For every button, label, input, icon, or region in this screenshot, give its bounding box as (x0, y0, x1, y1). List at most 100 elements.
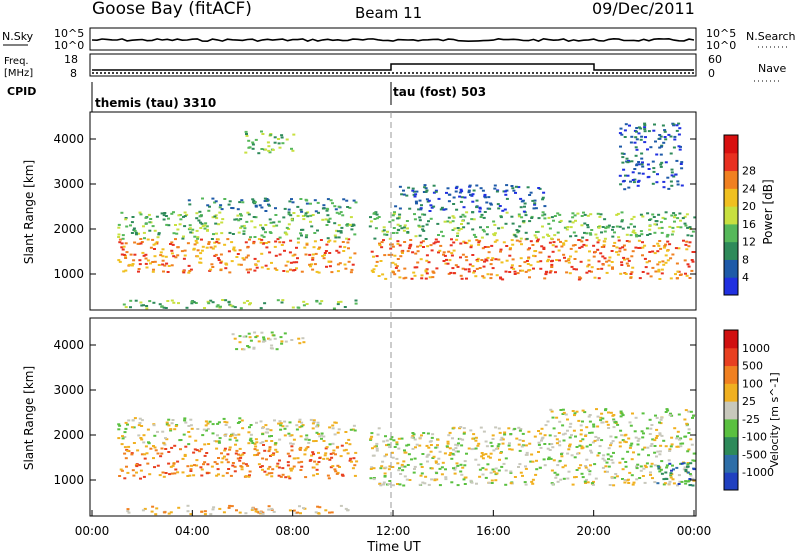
heatmap-cell-band-4 (585, 271, 589, 274)
heatmap-cell-band-0 (155, 241, 159, 244)
heatmap-cell-band-0 (205, 472, 209, 475)
heatmap-cell-band-4 (646, 272, 650, 275)
heatmap-cell-band-6 (238, 511, 242, 514)
heatmap-cell-band-2 (325, 209, 329, 212)
heatmap-cell-band-7 (637, 163, 641, 166)
heatmap-cell-band-5 (375, 213, 379, 216)
heatmap-cell-band-0 (293, 253, 297, 256)
heatmap-cell-band-4 (615, 251, 619, 254)
heatmap-cell-band-2 (552, 459, 556, 462)
heatmap-cell-band-3 (611, 414, 615, 417)
heatmap-cell-band-1 (172, 232, 176, 235)
heatmap-cell-band-0 (257, 463, 261, 466)
heatmap-cell-band-5 (391, 219, 395, 222)
colorbar-tick-label: 4 (742, 271, 749, 284)
heatmap-cell-band-2 (415, 443, 419, 446)
heatmap-cell-band-2 (462, 427, 466, 430)
heatmap-cell-band-4 (521, 269, 525, 272)
heatmap-cell-band-4 (626, 257, 630, 260)
heatmap-cell-band-2 (641, 475, 645, 477)
heatmap-cell-band-4 (661, 260, 665, 263)
heatmap-cell-band-4 (465, 277, 468, 280)
heatmap-cell-band-5 (524, 231, 528, 234)
heatmap-cell-band-5 (368, 225, 372, 228)
heatmap-cell-band-0 (286, 260, 290, 263)
heatmap-cell-band-6 (141, 509, 145, 512)
heatmap-cell-band-1 (311, 427, 315, 430)
heatmap-cell-band-4 (578, 246, 582, 249)
heatmap-cell-band-2 (410, 436, 414, 439)
heatmap-cell-band-1 (339, 231, 343, 234)
heatmap-cell-band-0 (313, 460, 317, 463)
heatmap-cell-band-2 (621, 439, 625, 442)
heatmap-cell-band-6 (126, 510, 130, 513)
heatmap-cell-band-4 (572, 268, 576, 271)
heatmap-cell-band-0 (225, 458, 229, 461)
heatmap-cell-band-0 (347, 238, 351, 241)
heatmap-cell-band-7 (630, 135, 634, 138)
heatmap-cell-band-5 (519, 237, 523, 240)
heatmap-cell-band-1 (299, 232, 303, 235)
heatmap-cell-band-2 (656, 450, 660, 453)
heatmap-cell-band-5 (580, 224, 584, 227)
heatmap-cell-band-1 (138, 422, 142, 424)
heatmap-cell-band-4 (416, 250, 420, 253)
nsky-label: N.Sky (2, 30, 34, 43)
heatmap-cell-band-2 (562, 477, 566, 480)
heatmap-cell-band-7 (675, 129, 679, 132)
heatmap-cell-band-2 (408, 479, 412, 481)
heatmap-cell-band-2 (692, 479, 696, 482)
heatmap-cell-band-4 (690, 259, 694, 261)
heatmap-cell-band-5 (586, 214, 590, 217)
heatmap-cell-band-1 (305, 437, 309, 440)
heatmap-cell-band-5 (492, 233, 496, 236)
heatmap-cell-band-0 (118, 475, 122, 477)
heatmap-cell-band-4 (684, 243, 688, 246)
heatmap-cell-band-5 (231, 333, 235, 336)
heatmap-cell-band-8 (215, 305, 219, 308)
heatmap-cell-band-4 (512, 267, 516, 270)
heatmap-cell-band-2 (650, 443, 654, 445)
heatmap-cell-band-1 (132, 426, 136, 429)
colorbar-segment (724, 330, 738, 349)
heatmap-cell-band-2 (621, 457, 625, 460)
heatmap-cell-band-1 (153, 434, 157, 437)
heatmap-cell-band-2 (641, 436, 645, 439)
heatmap-cell-band-2 (636, 439, 640, 442)
heatmap-cell-band-2 (456, 444, 460, 447)
heatmap-cell-band-3 (273, 141, 277, 144)
heatmap-cell-band-4 (477, 241, 481, 244)
heatmap-cell-band-4 (542, 246, 546, 249)
heatmap-cell-band-0 (132, 474, 136, 477)
heatmap-cell-band-7 (624, 123, 628, 126)
heatmap-cell-band-6 (533, 203, 537, 206)
heatmap-cell-band-2 (395, 441, 399, 444)
heatmap-cell-band-2 (397, 437, 401, 440)
heatmap-cell-band-0 (246, 254, 250, 257)
heatmap-cell-band-0 (171, 243, 175, 246)
heatmap-cell-band-2 (400, 437, 404, 440)
heatmap-cell-band-7 (626, 174, 630, 177)
heatmap-cell-band-4 (597, 277, 601, 280)
heatmap-cell-band-1 (278, 438, 282, 441)
heatmap-cell-band-5 (451, 220, 455, 223)
heatmap-cell-band-7 (640, 152, 644, 155)
heatmap-cell-band-1 (155, 215, 159, 218)
heatmap-cell-band-0 (140, 453, 144, 456)
heatmap-cell-band-7 (659, 153, 663, 156)
heatmap-cell-band-0 (262, 444, 265, 446)
heatmap-cell-band-2 (641, 448, 645, 451)
heatmap-cell-band-0 (145, 266, 149, 269)
heatmap-cell-band-6 (298, 505, 301, 508)
heatmap-cell-band-4 (502, 241, 506, 244)
heatmap-cell-band-5 (653, 223, 657, 226)
heatmap-cell-band-4 (683, 259, 687, 262)
heatmap-cell-band-8 (139, 301, 143, 304)
heatmap-cell-band-0 (327, 477, 331, 480)
heatmap-cell-band-7 (659, 135, 663, 138)
ytick-label: 3000 (53, 383, 84, 397)
heatmap-cell-band-5 (235, 348, 239, 351)
heatmap-cell-band-0 (118, 238, 122, 241)
heatmap-cell-band-3 (619, 415, 623, 418)
heatmap-cell-band-1 (298, 426, 302, 429)
